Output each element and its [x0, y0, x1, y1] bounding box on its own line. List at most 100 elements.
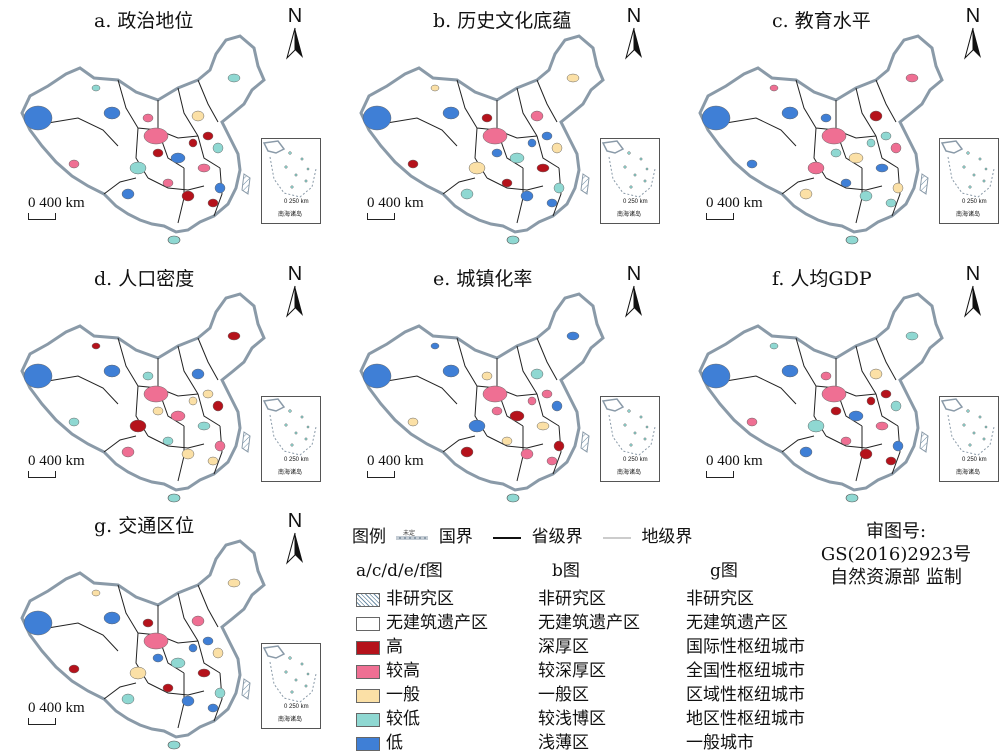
city-region	[442, 364, 460, 378]
city-region	[191, 110, 205, 122]
city-region	[129, 666, 147, 680]
legend-label-b: 较深厚区	[538, 661, 606, 681]
legend-label-b: 一般区	[538, 685, 589, 705]
non-study-region	[241, 431, 251, 453]
city-region	[430, 342, 440, 350]
provincial-boundary	[213, 425, 223, 475]
city-region	[866, 396, 876, 406]
city-region	[859, 448, 873, 460]
city-region	[91, 342, 101, 350]
provincial-boundary	[386, 375, 458, 405]
legend-item: 一般	[356, 680, 420, 705]
scale-bar: 0 400 km	[28, 700, 85, 725]
city-region	[121, 446, 135, 458]
scale-line	[367, 471, 395, 478]
prefecture-boundary-label: 地级界	[641, 527, 693, 547]
city-region	[541, 389, 553, 399]
city-region	[103, 106, 121, 120]
city-region	[553, 182, 565, 194]
city-region	[481, 113, 493, 123]
island-hainan	[506, 235, 520, 245]
inset-scale: 0 250 km	[623, 457, 648, 463]
north-arrow-icon: N	[960, 6, 986, 64]
south-china-sea-inset: 0 250 km 南海诸岛	[261, 138, 321, 224]
city-region	[807, 419, 825, 433]
map-panel-c: c. 教育水平 N 0 250 km 南海诸岛 0 400 km	[686, 0, 1000, 245]
south-china-sea-inset: 0 250 km 南海诸岛	[600, 138, 660, 224]
legend-label-g: 地区性枢纽城市	[686, 709, 805, 729]
legend-item: 较高	[356, 656, 420, 681]
south-china-sea-inset: 0 250 km 南海诸岛	[600, 396, 660, 482]
north-label: N	[626, 263, 642, 285]
china-map	[698, 34, 944, 245]
city-region	[212, 400, 224, 412]
city-region	[880, 389, 892, 399]
provincial-boundary-sample	[492, 528, 522, 548]
inset-scale: 0 250 km	[962, 199, 987, 205]
north-arrow-icon: N	[282, 6, 308, 64]
legend-label-g: 全国性枢纽城市	[686, 661, 805, 681]
provincial-boundary	[496, 100, 538, 139]
city-region	[468, 419, 486, 433]
north-arrow-icon: N	[282, 511, 308, 569]
city-region	[143, 385, 169, 403]
city-region	[162, 683, 174, 693]
city-region	[152, 653, 164, 663]
north-label: N	[626, 5, 642, 27]
city-region	[859, 190, 873, 202]
scale-label: 0 400 km	[28, 453, 85, 469]
legend-item: 较低	[356, 704, 420, 729]
legend-swatch	[356, 640, 380, 655]
legend-item: 无建筑遗产区	[356, 608, 488, 633]
city-region	[880, 131, 892, 141]
non-study-region	[580, 431, 590, 453]
city-region	[536, 421, 550, 431]
city-region	[799, 446, 813, 458]
provincial-boundary	[103, 177, 137, 195]
map-review-number: 审图号: GS(2016)2923号 自然资源部 监制	[806, 520, 986, 589]
prefecture-boundary-sample	[602, 528, 632, 548]
inset-scale: 0 250 km	[962, 457, 987, 463]
legend-label-g: 无建筑遗产区	[686, 613, 788, 633]
south-china-sea-inset: 0 250 km 南海诸岛	[261, 643, 321, 729]
legend-header-g: g图	[710, 561, 738, 581]
provincial-boundary	[725, 375, 797, 405]
city-region	[491, 406, 503, 416]
city-region	[23, 363, 53, 389]
north-label: N	[287, 263, 303, 285]
non-study-region	[241, 678, 251, 700]
provincial-boundary	[875, 337, 897, 381]
city-region	[460, 188, 474, 200]
legend-swatch	[356, 736, 380, 751]
north-arrow-icon: N	[621, 264, 647, 322]
scale-bar: 0 400 km	[28, 453, 85, 478]
provincial-boundary	[197, 337, 219, 381]
city-region	[546, 198, 558, 208]
legend-label-acdef: 较低	[386, 709, 420, 729]
city-region	[491, 148, 503, 158]
provincial-boundary	[855, 345, 877, 395]
scale-line	[706, 213, 734, 220]
city-region	[362, 105, 392, 131]
city-region	[546, 456, 558, 466]
city-region	[848, 410, 864, 422]
city-region	[227, 73, 241, 83]
city-region	[820, 371, 832, 381]
city-region	[820, 113, 832, 123]
city-region	[746, 417, 758, 427]
island-hainan	[845, 493, 859, 503]
city-region	[890, 142, 902, 154]
provincial-boundary	[456, 337, 498, 389]
city-region	[520, 190, 534, 202]
city-region	[536, 163, 550, 173]
city-region	[905, 331, 919, 341]
inset-name: 南海诸岛	[278, 211, 303, 218]
scale-label: 0 400 km	[706, 453, 763, 469]
provincial-boundary	[177, 345, 199, 395]
provincial-boundary	[552, 425, 562, 475]
city-region	[566, 331, 580, 341]
map-panel-g: g. 交通区位 N 0 250 km 南海诸岛 0 400 km	[8, 505, 338, 750]
city-region	[530, 110, 544, 122]
city-region	[207, 456, 219, 466]
provincial-boundary	[442, 177, 476, 195]
